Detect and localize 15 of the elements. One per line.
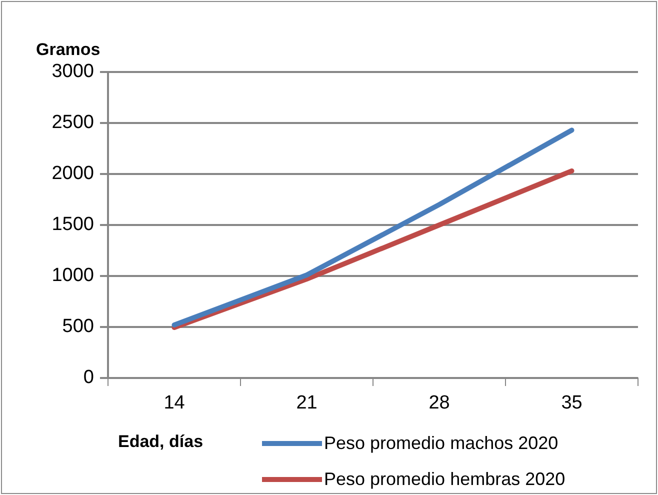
x-tick-label: 28 xyxy=(428,392,450,414)
y-tick-label: 1000 xyxy=(52,265,94,286)
x-axis-title: Edad, días xyxy=(118,432,204,452)
y-tick-label: 0 xyxy=(83,367,94,388)
y-tick-label: 2500 xyxy=(52,112,94,134)
y-tick-label: 3000 xyxy=(52,61,94,82)
legend-label: Peso promedio hembras 2020 xyxy=(324,468,566,490)
y-axis-title: Gramos xyxy=(36,40,100,60)
legend-label: Peso promedio machos 2020 xyxy=(324,432,558,454)
y-tick-label: 500 xyxy=(62,316,94,338)
y-tick-label: 2000 xyxy=(52,163,94,184)
x-tick-label: 14 xyxy=(164,392,186,414)
x-tick-label: 35 xyxy=(561,392,582,414)
x-tick-label: 21 xyxy=(296,392,318,414)
y-tick-label: 1500 xyxy=(52,214,94,236)
